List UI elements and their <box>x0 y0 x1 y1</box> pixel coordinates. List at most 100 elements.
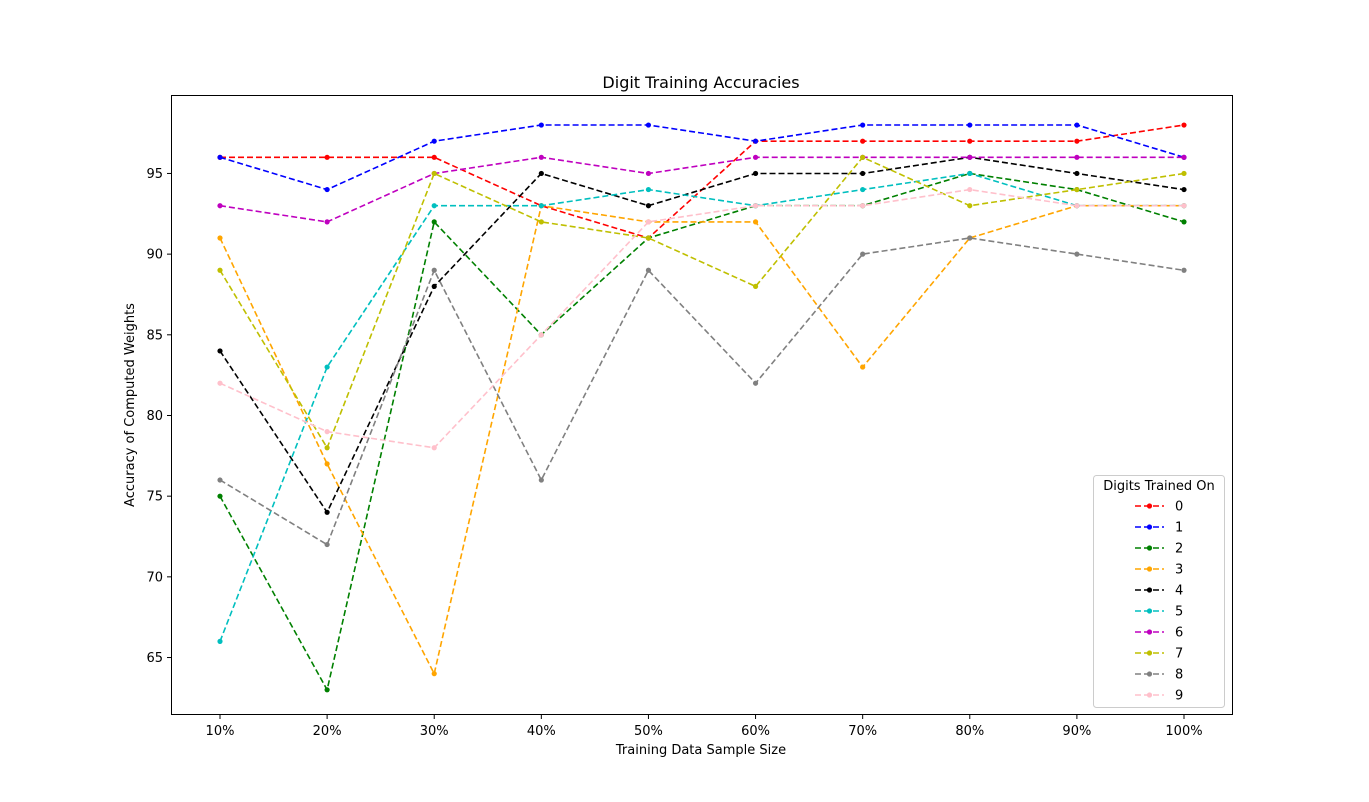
legend-swatch-point <box>1146 545 1153 551</box>
data-point <box>860 122 866 128</box>
x-tick-label: 20% <box>313 724 342 739</box>
legend-label: 3 <box>1175 563 1183 578</box>
data-point <box>538 477 544 483</box>
legend-item: 8 <box>1135 668 1183 683</box>
data-point <box>645 170 652 177</box>
data-point <box>324 445 330 451</box>
data-point <box>967 122 973 128</box>
data-point <box>752 380 759 386</box>
data-point <box>645 122 652 128</box>
series-8 <box>217 235 1187 548</box>
legend-item: 4 <box>1135 584 1183 599</box>
legend-item: 0 <box>1135 500 1183 515</box>
data-point <box>431 170 437 177</box>
data-point <box>217 380 223 386</box>
data-point <box>752 219 759 225</box>
legend-title: Digits Trained On <box>1103 479 1215 494</box>
data-point <box>431 138 437 144</box>
data-point <box>217 235 223 241</box>
data-point <box>538 219 544 225</box>
data-point <box>431 203 437 209</box>
y-tick-label: 65 <box>146 651 163 666</box>
x-tick-label: 90% <box>1062 724 1091 739</box>
series-line <box>219 204 1184 677</box>
data-point <box>431 219 437 225</box>
data-point <box>860 203 866 209</box>
chart-title: Digit Training Accuracies <box>602 73 799 92</box>
data-point <box>1074 154 1080 160</box>
series-9 <box>217 186 1187 451</box>
data-point <box>645 186 652 193</box>
legend-swatch-point <box>1146 629 1153 635</box>
data-point <box>645 267 652 273</box>
data-point <box>217 493 223 499</box>
data-point <box>967 138 973 144</box>
data-point <box>538 170 544 177</box>
legend-item: 1 <box>1135 521 1183 536</box>
data-point <box>217 638 223 644</box>
data-point <box>217 154 223 160</box>
data-point <box>967 235 973 241</box>
data-point <box>860 186 866 193</box>
data-point <box>967 170 973 177</box>
data-point <box>1181 203 1187 209</box>
series-7 <box>217 154 1187 451</box>
data-point <box>1181 170 1187 177</box>
data-point <box>324 429 330 435</box>
legend-label: 7 <box>1175 647 1183 662</box>
series-4 <box>217 154 1187 515</box>
series-line <box>219 156 1185 450</box>
x-tick-label: 60% <box>741 724 770 739</box>
legend-swatch-point <box>1146 608 1153 614</box>
legend-label: 6 <box>1175 626 1183 641</box>
data-point <box>324 186 330 193</box>
series-line <box>219 156 1184 223</box>
x-tick-label: 80% <box>955 724 984 739</box>
data-point <box>538 122 544 128</box>
data-point <box>324 509 330 515</box>
legend-label: 0 <box>1175 500 1183 515</box>
data-point <box>217 477 223 483</box>
data-point <box>860 364 866 370</box>
series-line <box>219 156 1185 514</box>
data-point <box>860 170 866 177</box>
x-tick-label: 10% <box>206 724 235 739</box>
legend-item: 2 <box>1135 542 1183 557</box>
data-point <box>752 138 759 144</box>
data-point <box>324 687 330 693</box>
legend-swatch-point <box>1146 566 1153 572</box>
data-point <box>1074 251 1080 257</box>
data-point <box>967 203 973 209</box>
x-tick-label: 100% <box>1165 724 1202 739</box>
legend-label: 5 <box>1175 605 1183 620</box>
legend-label: 9 <box>1175 689 1183 704</box>
data-point <box>324 541 330 548</box>
y-tick-label: 85 <box>146 328 163 343</box>
data-point <box>752 283 759 290</box>
data-point <box>324 461 330 467</box>
data-point <box>1074 203 1080 209</box>
data-point <box>324 154 330 160</box>
data-point <box>538 154 544 160</box>
y-tick-label: 75 <box>146 490 163 505</box>
legend-swatch-point <box>1146 524 1153 530</box>
y-axis-title: Accuracy of Computed Weights <box>123 303 138 507</box>
legend-label: 8 <box>1175 668 1183 683</box>
data-point <box>967 154 973 160</box>
data-point <box>645 235 652 241</box>
x-tick-label: 30% <box>420 724 449 739</box>
y-tick-label: 70 <box>146 570 163 585</box>
data-point <box>431 671 437 677</box>
x-tick-label: 50% <box>634 724 663 739</box>
data-point <box>538 203 544 209</box>
legend-item: 7 <box>1135 647 1183 662</box>
x-axis-title: Training Data Sample Size <box>615 743 786 758</box>
data-point <box>217 203 223 209</box>
data-point <box>431 154 437 160</box>
series-line <box>219 172 1184 642</box>
data-point <box>860 154 866 160</box>
series-line <box>219 188 1184 449</box>
data-point <box>1181 219 1187 225</box>
series-5 <box>217 170 1187 644</box>
